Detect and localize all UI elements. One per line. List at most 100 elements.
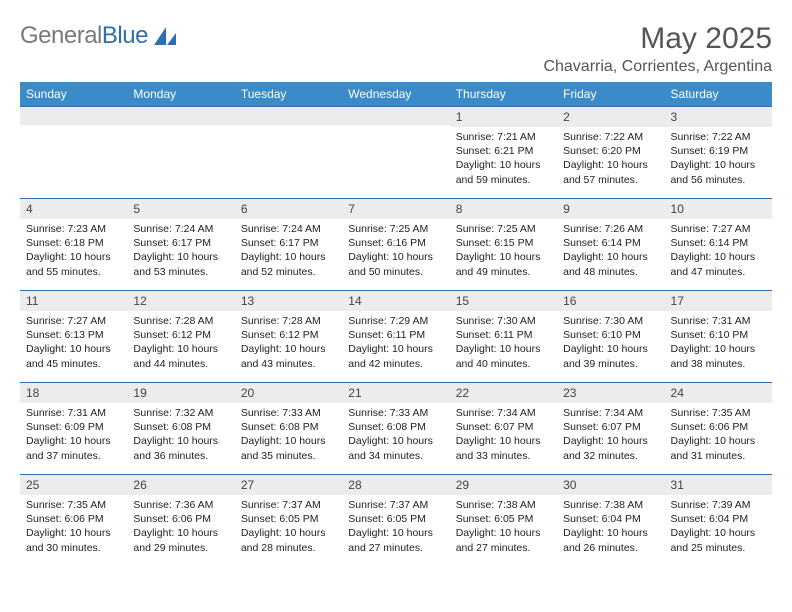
cell-body: Sunrise: 7:23 AMSunset: 6:18 PMDaylight:…: [20, 219, 127, 285]
cell-line: Sunrise: 7:33 AM: [241, 406, 336, 420]
cell-line: Sunset: 6:17 PM: [133, 236, 228, 250]
calendar-header-row: SundayMondayTuesdayWednesdayThursdayFrid…: [20, 82, 772, 107]
logo-text: GeneralBlue: [20, 22, 148, 50]
cell-body: Sunrise: 7:35 AMSunset: 6:06 PMDaylight:…: [665, 403, 772, 469]
calendar-cell: 9Sunrise: 7:26 AMSunset: 6:14 PMDaylight…: [557, 199, 664, 291]
cell-line: Sunset: 6:11 PM: [456, 328, 551, 342]
cell-line: Daylight: 10 hours and 31 minutes.: [671, 434, 766, 462]
day-number: 28: [342, 475, 449, 495]
cell-line: Sunrise: 7:28 AM: [133, 314, 228, 328]
calendar-cell: 18Sunrise: 7:31 AMSunset: 6:09 PMDayligh…: [20, 383, 127, 475]
cell-body: Sunrise: 7:27 AMSunset: 6:13 PMDaylight:…: [20, 311, 127, 377]
logo-sail-icon: [152, 25, 178, 47]
cell-line: Daylight: 10 hours and 45 minutes.: [26, 342, 121, 370]
cell-line: Sunset: 6:05 PM: [241, 512, 336, 526]
cell-body: [20, 125, 127, 134]
calendar-cell: 28Sunrise: 7:37 AMSunset: 6:05 PMDayligh…: [342, 475, 449, 567]
weekday-header: Wednesday: [342, 82, 449, 107]
cell-line: Sunrise: 7:34 AM: [563, 406, 658, 420]
cell-body: Sunrise: 7:38 AMSunset: 6:05 PMDaylight:…: [450, 495, 557, 561]
cell-line: Daylight: 10 hours and 29 minutes.: [133, 526, 228, 554]
cell-line: Daylight: 10 hours and 50 minutes.: [348, 250, 443, 278]
cell-line: Sunset: 6:12 PM: [133, 328, 228, 342]
cell-line: Sunset: 6:05 PM: [456, 512, 551, 526]
cell-body: Sunrise: 7:31 AMSunset: 6:09 PMDaylight:…: [20, 403, 127, 469]
cell-body: Sunrise: 7:34 AMSunset: 6:07 PMDaylight:…: [450, 403, 557, 469]
calendar-cell: 25Sunrise: 7:35 AMSunset: 6:06 PMDayligh…: [20, 475, 127, 567]
weekday-header: Friday: [557, 82, 664, 107]
day-number: 13: [235, 291, 342, 311]
calendar-cell: 29Sunrise: 7:38 AMSunset: 6:05 PMDayligh…: [450, 475, 557, 567]
cell-line: Daylight: 10 hours and 30 minutes.: [26, 526, 121, 554]
cell-line: Sunrise: 7:35 AM: [671, 406, 766, 420]
cell-line: Sunset: 6:08 PM: [133, 420, 228, 434]
weekday-header: Tuesday: [235, 82, 342, 107]
day-number: 2: [557, 107, 664, 127]
cell-line: Sunset: 6:11 PM: [348, 328, 443, 342]
cell-line: Sunrise: 7:25 AM: [456, 222, 551, 236]
cell-line: Sunset: 6:16 PM: [348, 236, 443, 250]
cell-line: Daylight: 10 hours and 25 minutes.: [671, 526, 766, 554]
day-number: 8: [450, 199, 557, 219]
cell-line: Sunrise: 7:25 AM: [348, 222, 443, 236]
day-number: [127, 107, 234, 125]
day-number: 16: [557, 291, 664, 311]
cell-line: Daylight: 10 hours and 59 minutes.: [456, 158, 551, 186]
cell-line: Daylight: 10 hours and 34 minutes.: [348, 434, 443, 462]
cell-line: Daylight: 10 hours and 37 minutes.: [26, 434, 121, 462]
cell-line: Sunrise: 7:38 AM: [456, 498, 551, 512]
cell-line: Sunrise: 7:28 AM: [241, 314, 336, 328]
calendar-cell: 11Sunrise: 7:27 AMSunset: 6:13 PMDayligh…: [20, 291, 127, 383]
cell-body: Sunrise: 7:21 AMSunset: 6:21 PMDaylight:…: [450, 127, 557, 193]
month-title: May 2025: [543, 22, 772, 56]
cell-line: Sunrise: 7:26 AM: [563, 222, 658, 236]
cell-line: Daylight: 10 hours and 36 minutes.: [133, 434, 228, 462]
cell-line: Sunset: 6:07 PM: [456, 420, 551, 434]
calendar-cell: 1Sunrise: 7:21 AMSunset: 6:21 PMDaylight…: [450, 107, 557, 199]
cell-line: Sunset: 6:21 PM: [456, 144, 551, 158]
cell-line: Daylight: 10 hours and 38 minutes.: [671, 342, 766, 370]
cell-line: Daylight: 10 hours and 48 minutes.: [563, 250, 658, 278]
calendar-cell: [127, 107, 234, 199]
cell-body: [127, 125, 234, 134]
cell-body: Sunrise: 7:22 AMSunset: 6:20 PMDaylight:…: [557, 127, 664, 193]
calendar-cell: 20Sunrise: 7:33 AMSunset: 6:08 PMDayligh…: [235, 383, 342, 475]
cell-line: Sunset: 6:06 PM: [26, 512, 121, 526]
cell-line: Daylight: 10 hours and 53 minutes.: [133, 250, 228, 278]
calendar-cell: [235, 107, 342, 199]
day-number: 15: [450, 291, 557, 311]
day-number: 19: [127, 383, 234, 403]
day-number: 21: [342, 383, 449, 403]
cell-line: Sunset: 6:06 PM: [133, 512, 228, 526]
day-number: 11: [20, 291, 127, 311]
cell-line: Sunset: 6:10 PM: [671, 328, 766, 342]
cell-body: Sunrise: 7:34 AMSunset: 6:07 PMDaylight:…: [557, 403, 664, 469]
logo-text-blue: Blue: [102, 22, 148, 49]
calendar-body: 1Sunrise: 7:21 AMSunset: 6:21 PMDaylight…: [20, 107, 772, 567]
cell-line: Sunset: 6:04 PM: [563, 512, 658, 526]
cell-line: Sunset: 6:08 PM: [241, 420, 336, 434]
cell-line: Sunrise: 7:22 AM: [671, 130, 766, 144]
calendar-cell: 16Sunrise: 7:30 AMSunset: 6:10 PMDayligh…: [557, 291, 664, 383]
cell-line: Sunrise: 7:30 AM: [563, 314, 658, 328]
cell-body: [235, 125, 342, 134]
cell-body: Sunrise: 7:32 AMSunset: 6:08 PMDaylight:…: [127, 403, 234, 469]
calendar-cell: 22Sunrise: 7:34 AMSunset: 6:07 PMDayligh…: [450, 383, 557, 475]
cell-body: Sunrise: 7:30 AMSunset: 6:11 PMDaylight:…: [450, 311, 557, 377]
cell-line: Sunset: 6:06 PM: [671, 420, 766, 434]
cell-body: [342, 125, 449, 134]
cell-body: Sunrise: 7:31 AMSunset: 6:10 PMDaylight:…: [665, 311, 772, 377]
cell-body: Sunrise: 7:33 AMSunset: 6:08 PMDaylight:…: [235, 403, 342, 469]
day-number: 10: [665, 199, 772, 219]
cell-line: Sunrise: 7:33 AM: [348, 406, 443, 420]
cell-line: Sunrise: 7:27 AM: [26, 314, 121, 328]
cell-line: Daylight: 10 hours and 27 minutes.: [348, 526, 443, 554]
cell-line: Sunset: 6:20 PM: [563, 144, 658, 158]
cell-line: Sunset: 6:04 PM: [671, 512, 766, 526]
day-number: 5: [127, 199, 234, 219]
logo-text-gray: General: [20, 22, 102, 49]
day-number: 29: [450, 475, 557, 495]
day-number: 14: [342, 291, 449, 311]
calendar-cell: [20, 107, 127, 199]
calendar-row: 1Sunrise: 7:21 AMSunset: 6:21 PMDaylight…: [20, 107, 772, 199]
